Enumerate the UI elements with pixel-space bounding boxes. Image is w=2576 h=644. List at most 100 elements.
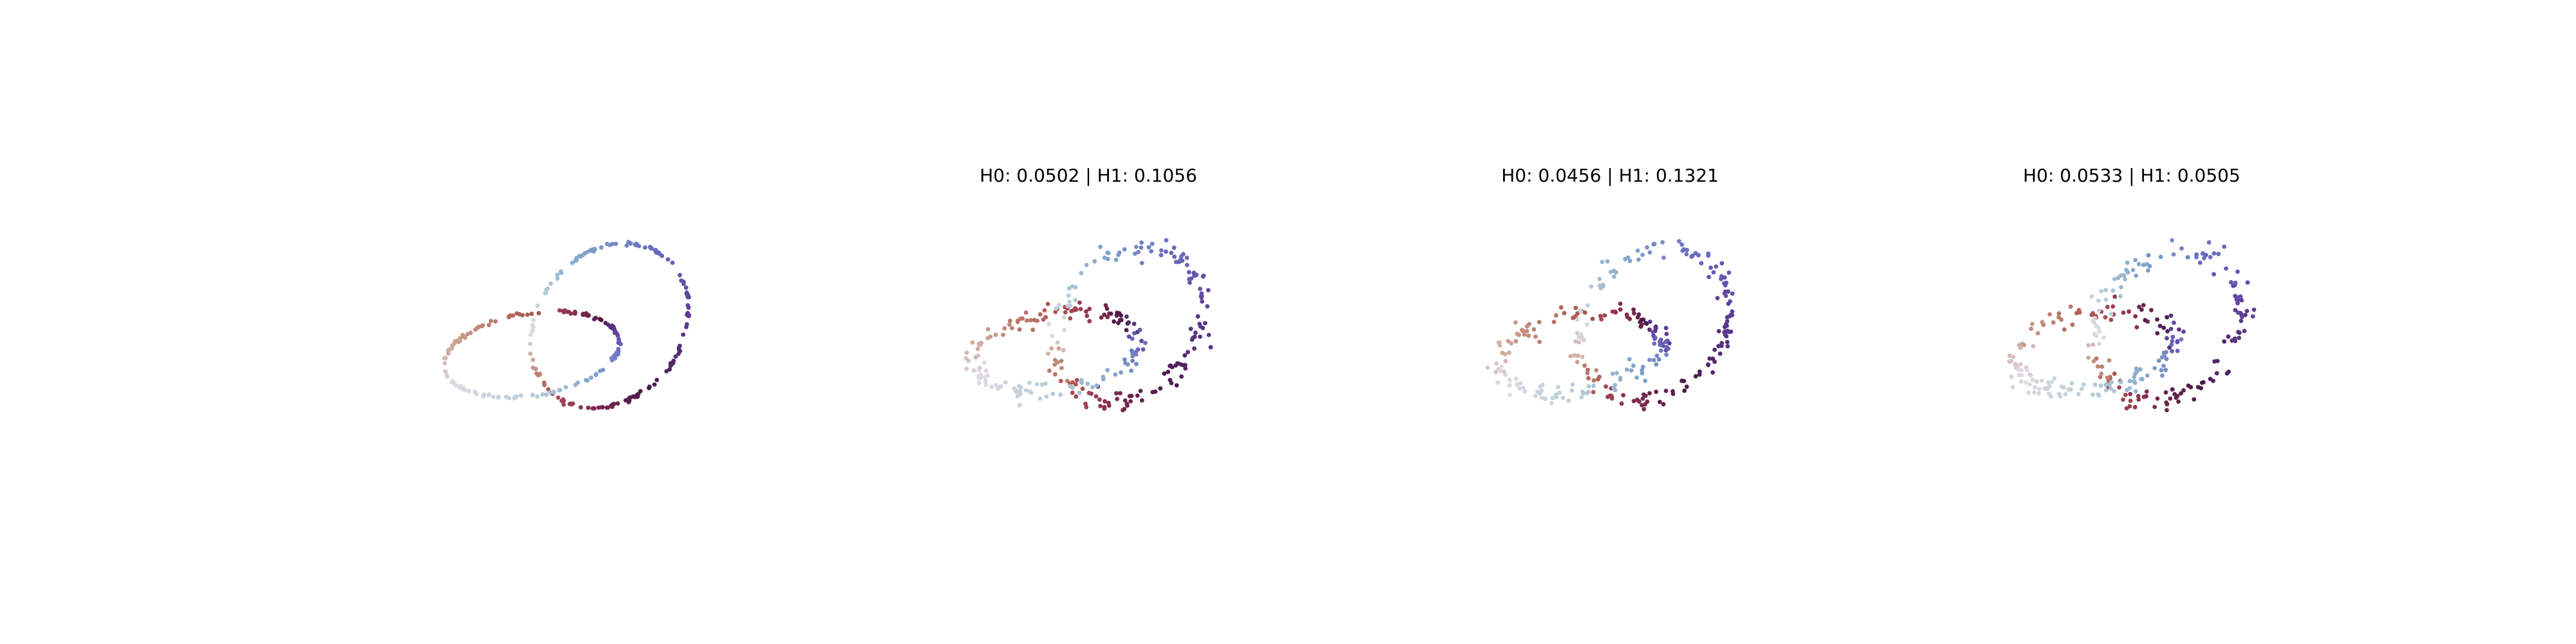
scatter-point	[562, 398, 566, 403]
scatter-point	[1597, 374, 1602, 379]
scatter-point	[665, 257, 670, 262]
scatter-point	[1139, 398, 1144, 403]
scatter-point	[1553, 313, 1558, 318]
scatter-point	[1645, 245, 1649, 250]
scatter-point	[2216, 251, 2221, 256]
scatter-point	[1126, 320, 1131, 325]
scatter-point	[2031, 344, 2036, 348]
scatter-point	[1074, 382, 1078, 387]
scatter-point	[1629, 368, 1634, 373]
scatter-point	[1074, 394, 1079, 399]
scatter-point	[2222, 244, 2227, 249]
scatter-point	[573, 383, 578, 388]
scatter-point	[2222, 339, 2227, 344]
scatter-point	[1188, 327, 1193, 331]
scatter-point	[1079, 380, 1084, 385]
scatter-point	[2025, 368, 2029, 373]
scatter-point	[985, 336, 990, 341]
scatter-point	[976, 381, 981, 386]
scatter-point	[2170, 387, 2175, 392]
scatter-point	[1069, 308, 1074, 314]
scatter-point	[626, 240, 631, 245]
scatter-point	[1658, 348, 1663, 353]
scatter-point	[1135, 393, 1140, 398]
scatter-point	[460, 332, 465, 337]
scatter-point	[467, 388, 471, 393]
scatter-point	[1023, 310, 1028, 315]
scatter-point	[1647, 250, 1653, 255]
scatter-point	[1074, 307, 1079, 312]
scatter-point	[1149, 249, 1154, 254]
scatter-point	[649, 245, 653, 250]
scatter-point	[1130, 359, 1135, 363]
scatter-point	[1725, 339, 1730, 345]
scatter-point	[1709, 265, 1713, 270]
scatter-point	[1162, 371, 1167, 376]
scatter-point	[1537, 339, 1542, 345]
scatter-point	[2202, 256, 2206, 261]
scatter-point	[2141, 263, 2146, 267]
scatter-point	[1124, 401, 1130, 406]
scatter-point	[2110, 304, 2116, 309]
scatter-point	[1143, 341, 1148, 345]
scatter-point	[2168, 396, 2173, 401]
scatter-point	[615, 401, 620, 406]
scatter-point	[1191, 336, 1195, 341]
scatter-point	[1106, 403, 1112, 408]
scatter-point	[681, 332, 686, 337]
scatter-point	[2159, 355, 2164, 360]
scatter-point	[1664, 332, 1669, 336]
scatter-point	[624, 243, 629, 248]
scatter-point	[652, 248, 658, 253]
scatter-point	[1580, 389, 1585, 394]
scatter-point	[1597, 276, 1602, 281]
scatter-point	[2199, 386, 2204, 391]
scatter-point	[998, 384, 1003, 389]
scatter-point	[1575, 359, 1580, 365]
scatter-point	[2127, 379, 2132, 384]
scatter-point	[1680, 242, 1685, 247]
scatter-point	[486, 323, 491, 328]
scatter-point	[1586, 303, 1590, 308]
scatter-point	[2125, 388, 2130, 392]
scatter-point	[683, 285, 688, 290]
scatter-point	[1202, 321, 1208, 326]
scatter-point	[2143, 317, 2148, 323]
scatter-point	[2236, 330, 2240, 334]
scatter-point	[555, 272, 560, 278]
scatter-point	[2030, 321, 2035, 327]
scatter-point	[1699, 261, 1704, 266]
scatter-point	[2112, 371, 2117, 376]
scatter-point	[685, 303, 690, 308]
scatter-point	[1575, 330, 1580, 336]
scatter-point	[1518, 381, 1523, 386]
scatter-point	[1042, 308, 1047, 313]
scatter-point	[1513, 339, 1519, 344]
scatter-point	[1728, 312, 1734, 317]
scatter-point	[1558, 305, 1564, 310]
scatter-point	[1169, 251, 1174, 256]
scatter-point	[1610, 372, 1615, 376]
scatter-point	[480, 323, 486, 328]
scatter-point	[1184, 255, 1189, 260]
scatter-point	[1621, 393, 1626, 397]
scatter-point	[1017, 327, 1022, 332]
scatter-point	[1087, 307, 1092, 311]
scatter-point	[1566, 398, 1571, 403]
scatter-point	[2165, 329, 2170, 334]
scatter-point	[1195, 314, 1200, 319]
scatter-point	[1050, 392, 1056, 397]
scatter-point	[1097, 397, 1102, 402]
scatter-point	[1627, 258, 1633, 263]
scatter-point	[2226, 334, 2231, 339]
scatter-point	[1507, 383, 1512, 388]
scatter-point	[2179, 246, 2184, 251]
scatter-point	[1569, 388, 1575, 393]
scatter-point	[545, 286, 550, 291]
scatter-point	[1070, 385, 1075, 390]
scatter-point	[1639, 317, 1644, 323]
scatter-point	[2103, 382, 2108, 387]
scatter-point	[2242, 328, 2247, 334]
scatter-point	[2103, 288, 2108, 292]
scatter-point	[1507, 377, 1512, 383]
